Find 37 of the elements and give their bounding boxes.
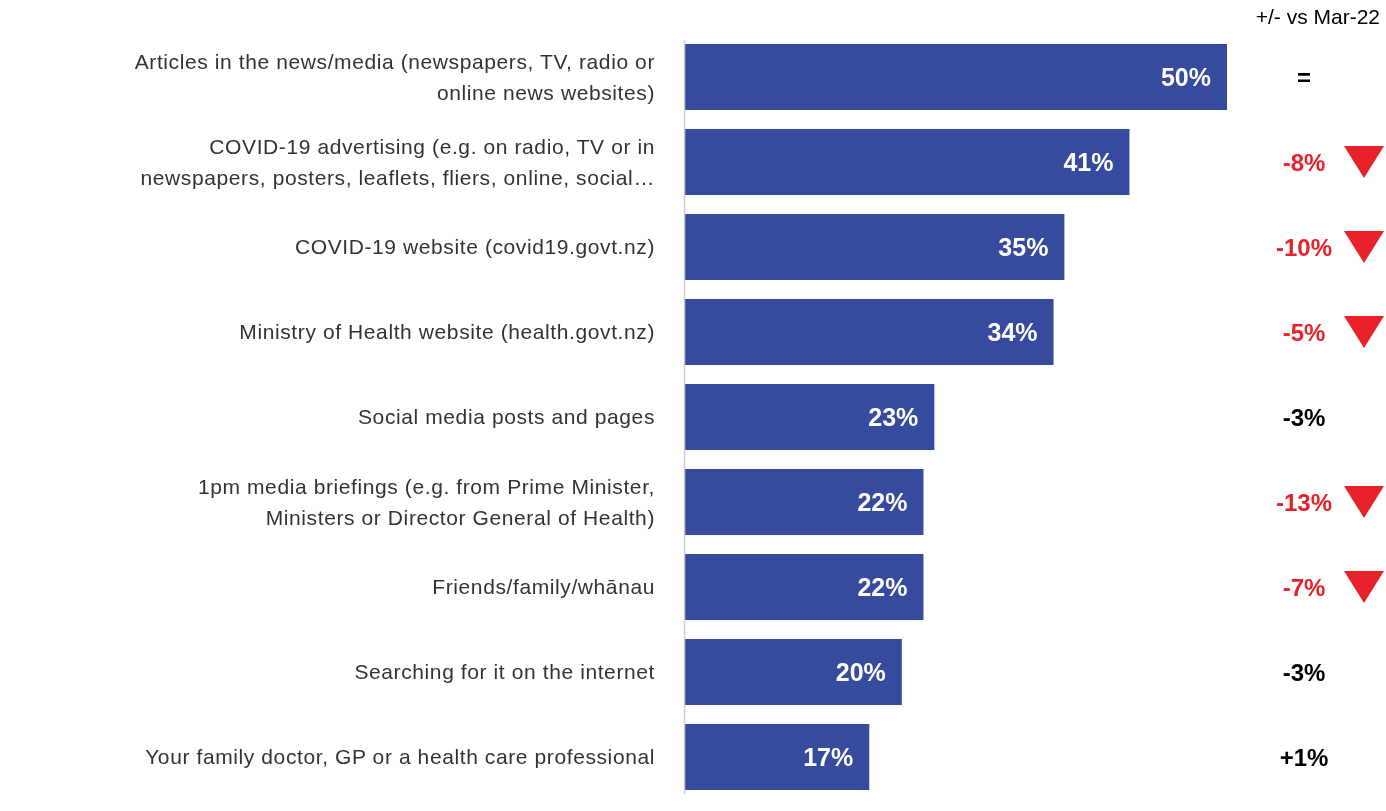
text: -8% [1282, 149, 1326, 176]
text: -5% [1282, 319, 1326, 346]
y-tick-label: Social media posts and pages [358, 405, 655, 428]
bar [685, 44, 1227, 110]
y-tick-label: Your family doctor, GP or a health care professional [145, 745, 655, 768]
y-tick-label: Ministry of Health website (health.govt.nz) [239, 320, 655, 343]
y-tick-label: COVID-19 website (covid19.govt.nz) [294, 235, 655, 258]
text: -13% [1275, 489, 1333, 516]
data-label: 23% [868, 403, 919, 431]
data-label: 20% [835, 658, 886, 686]
y-tick-label: 1pm media briefings (e.g. from Prime Minister, Ministers or Director General of Health) [197, 474, 655, 529]
y-tick-label: Articles in the news/media (newspapers, TV, radio or online news websites) [134, 49, 655, 104]
data-label: 22% [857, 488, 908, 516]
text: -3% [1282, 659, 1326, 686]
bar [685, 299, 1054, 365]
data-label: 17% [803, 743, 854, 771]
data-label: 22% [857, 573, 908, 601]
text: -10% [1275, 234, 1333, 261]
bar [685, 214, 1065, 280]
bar [685, 639, 902, 705]
y-tick-label: Searching for it on the internet [354, 660, 655, 683]
data-label: 34% [987, 318, 1038, 346]
text: = [1296, 64, 1312, 91]
bar [685, 384, 935, 450]
bar [685, 724, 870, 790]
text: +/- vs Mar-22 [1255, 5, 1380, 28]
y-tick-label: COVID-19 advertising (e.g. on radio, TV or in newspapers, posters, leaflets, fliers, online, social… [140, 134, 655, 189]
data-label: 50% [1160, 63, 1211, 91]
text: -7% [1282, 574, 1326, 601]
y-tick-label: Friends/family/whānau [432, 575, 655, 598]
bar [685, 554, 924, 620]
bar [685, 129, 1130, 195]
text: -3% [1282, 404, 1326, 431]
data-label: 41% [1063, 148, 1114, 176]
bar [685, 469, 924, 535]
data-label: 35% [998, 233, 1049, 261]
text: +1% [1279, 744, 1329, 771]
